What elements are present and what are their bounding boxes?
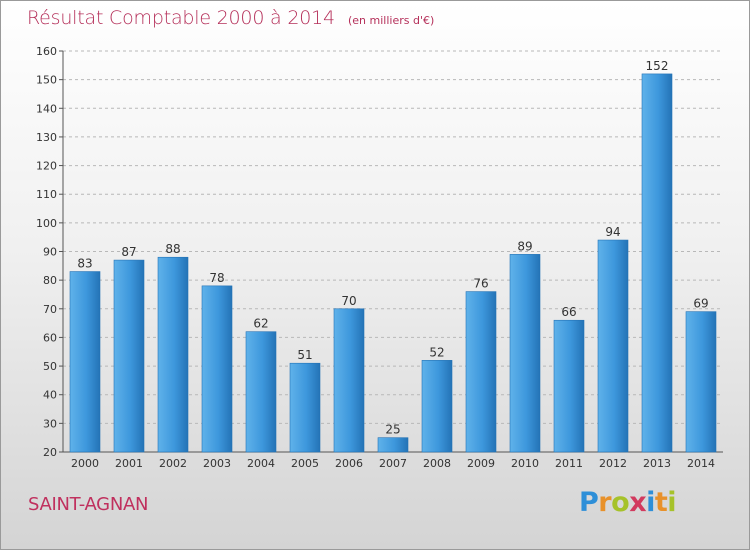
value-label-2005: 51	[297, 348, 312, 362]
chart-subtitle: (en milliers d'€)	[347, 14, 435, 27]
bar-2013	[641, 73, 673, 453]
logo-letter: i	[667, 487, 677, 518]
value-label-2014: 69	[693, 297, 708, 311]
x-tick-label-2008: 2008	[423, 457, 451, 470]
bar-2009	[465, 291, 497, 453]
x-tick-label-2003: 2003	[203, 457, 231, 470]
value-label-2004: 62	[253, 317, 268, 331]
y-tick-label: 60	[43, 331, 57, 344]
x-tick-label-2013: 2013	[643, 457, 671, 470]
y-tick-label: 50	[43, 360, 57, 373]
y-tick-label: 140	[36, 102, 57, 115]
value-label-2009: 76	[473, 277, 488, 291]
value-label-2002: 88	[165, 242, 180, 256]
bar-2012	[597, 239, 629, 453]
bar-2008	[421, 360, 453, 453]
y-tick-label: 40	[43, 389, 57, 402]
bar-2010	[509, 254, 541, 453]
bar-2014	[685, 311, 717, 453]
logo-letter: t	[654, 487, 668, 518]
logo-letter: r	[598, 487, 612, 518]
x-tick-label-2000: 2000	[71, 457, 99, 470]
logo-letter: o	[611, 487, 630, 518]
x-tick-label-2010: 2010	[511, 457, 539, 470]
bar-2011	[553, 319, 585, 453]
x-tick-label-2012: 2012	[599, 457, 627, 470]
bars	[69, 73, 717, 453]
x-tick-label-2004: 2004	[247, 457, 275, 470]
y-tick-label: 100	[36, 217, 57, 230]
value-label-2001: 87	[121, 245, 136, 259]
chart-title-group: Résultat Comptable 2000 à 2014 (en milli…	[27, 7, 434, 29]
x-tick-label-2007: 2007	[379, 457, 407, 470]
chart-title: Résultat Comptable 2000 à 2014	[27, 7, 335, 29]
y-tick-label: 20	[43, 446, 57, 459]
logo-letter: i	[646, 487, 655, 518]
bar-2001	[113, 259, 145, 453]
y-tick-label: 130	[36, 131, 57, 144]
value-label-2012: 94	[605, 225, 620, 239]
bar-2006	[333, 308, 365, 453]
x-tick-label-2009: 2009	[467, 457, 495, 470]
y-tick-label: 110	[36, 188, 57, 201]
value-label-2010: 89	[517, 239, 532, 253]
bar-2003	[201, 285, 233, 453]
x-tick-label-2011: 2011	[555, 457, 583, 470]
proxiti-logo: Proxiti	[579, 487, 677, 518]
x-tick-label-2005: 2005	[291, 457, 319, 470]
value-label-2000: 83	[77, 257, 92, 271]
y-tick-label: 90	[43, 246, 57, 259]
y-tick-label: 70	[43, 303, 57, 316]
y-tick-label: 30	[43, 417, 57, 430]
y-tick-label: 120	[36, 160, 57, 173]
value-label-2007: 25	[385, 423, 400, 437]
bar-2002	[157, 256, 189, 453]
value-label-2006: 70	[341, 294, 356, 308]
bar-2007	[377, 437, 409, 453]
x-tick-label-2014: 2014	[687, 457, 715, 470]
x-tick-label-2006: 2006	[335, 457, 363, 470]
commune-name: SAINT-AGNAN	[28, 494, 149, 515]
value-label-2003: 78	[209, 271, 224, 285]
bar-2000	[69, 271, 101, 453]
logo-letter: P	[579, 487, 599, 518]
y-tick-label: 150	[36, 74, 57, 87]
y-tick-label: 160	[36, 45, 57, 58]
y-tick-label: 80	[43, 274, 57, 287]
axes: 20 30 40 50 60 70 80 90 100 110 120 130 140 150 160 200…	[36, 45, 723, 470]
value-label-2008: 52	[429, 345, 444, 359]
x-tick-label-2002: 2002	[159, 457, 187, 470]
value-label-2013: 152	[646, 59, 669, 73]
bar-2005	[289, 362, 321, 453]
bar-2004	[245, 331, 277, 453]
data-labels: 83 87 88 78 62 51 70 25 52 76 89 66 94 152 69	[77, 59, 708, 437]
x-tick-label-2001: 2001	[115, 457, 143, 470]
value-label-2011: 66	[561, 305, 576, 319]
logo-letter: x	[629, 487, 647, 518]
